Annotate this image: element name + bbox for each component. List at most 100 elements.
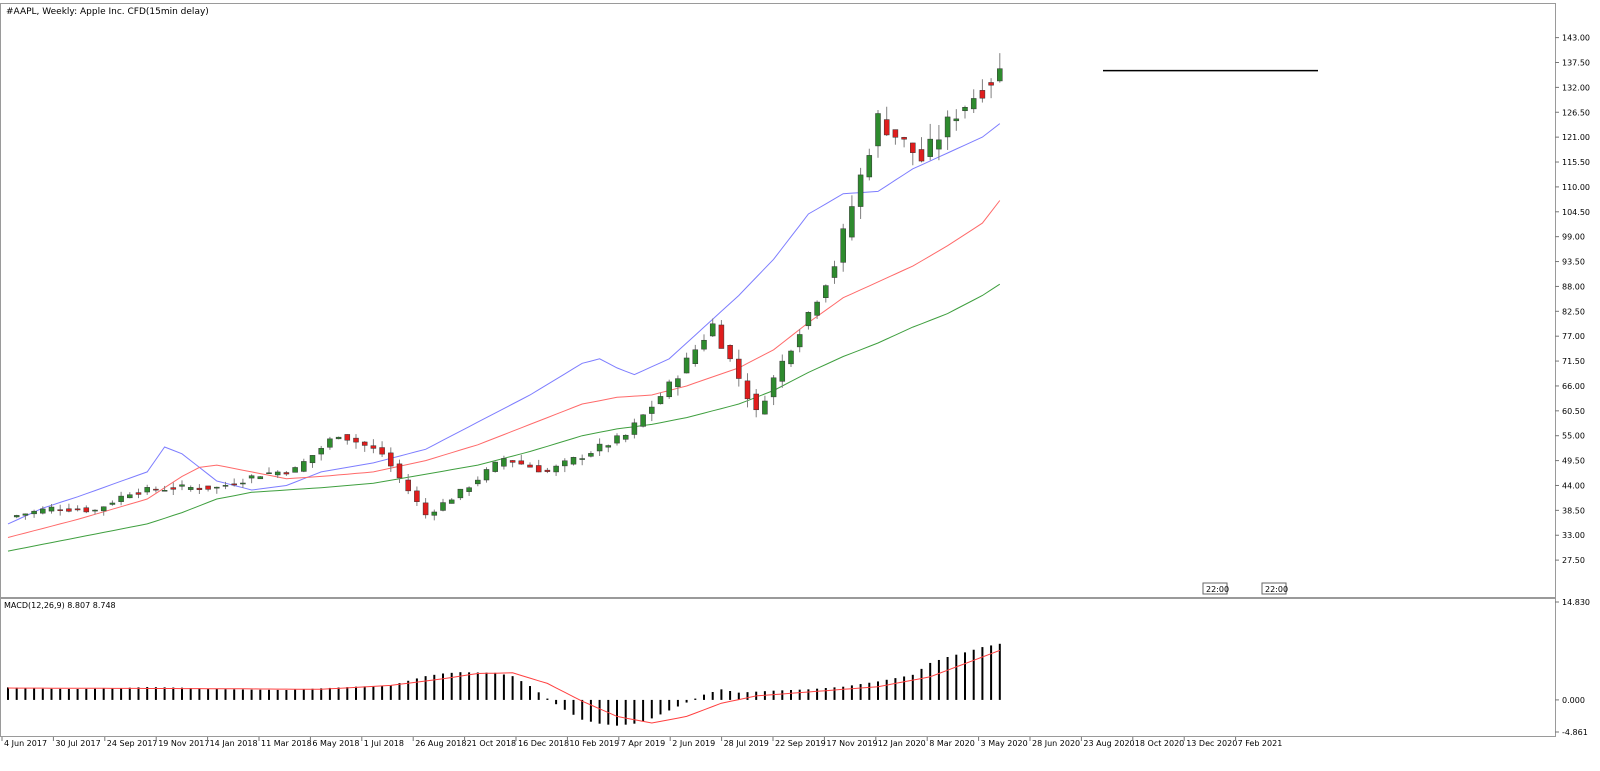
candle-body xyxy=(431,511,438,516)
candle-body xyxy=(74,508,81,511)
candle-body xyxy=(953,118,960,122)
candle-body xyxy=(762,400,768,415)
candle-body xyxy=(779,360,786,382)
candle-body xyxy=(527,464,533,468)
time-tick-label: 12 Jan 2020 xyxy=(878,739,926,748)
candle-body xyxy=(709,323,716,337)
time-tick-label: 4 Jun 2017 xyxy=(4,739,47,748)
candle-body xyxy=(535,465,542,473)
candle-body xyxy=(901,137,907,140)
candle-body xyxy=(649,406,655,414)
price-tick-label: 44.00 xyxy=(1562,481,1585,490)
price-tick-label: 66.00 xyxy=(1562,382,1585,391)
candle-body xyxy=(753,393,759,411)
candle-body xyxy=(857,174,864,207)
candle-body xyxy=(866,155,873,178)
candle-body xyxy=(518,460,525,465)
price-tick-label: 99.00 xyxy=(1562,233,1585,242)
candle-body xyxy=(83,507,90,513)
time-tick-label: 14 Jan 2018 xyxy=(210,739,258,748)
candle-body xyxy=(396,463,403,479)
candle-body xyxy=(127,494,133,499)
macd-signal xyxy=(7,649,1000,724)
candle-body xyxy=(379,447,385,455)
candle-body xyxy=(118,495,124,502)
candle-body xyxy=(831,266,838,278)
price-tick-label: 132.00 xyxy=(1562,83,1590,92)
candle-body xyxy=(414,490,420,502)
time-tick-label: 1 Jul 2018 xyxy=(364,739,404,748)
candle-body xyxy=(283,472,290,475)
price-axis: 143.00 137.50 132.00 126.50 121.00 115.50 110.… xyxy=(1555,34,1590,565)
candle-body xyxy=(962,107,968,112)
candle-body xyxy=(344,434,351,441)
candle-body xyxy=(927,138,933,157)
candle-body xyxy=(274,471,281,476)
candle-body xyxy=(727,345,733,360)
candle-body xyxy=(501,458,507,467)
time-tick-label: 6 May 2018 xyxy=(312,739,359,748)
candle-body xyxy=(196,487,203,490)
macd-axis: 14.830 0.000 -4.861 xyxy=(1555,598,1590,737)
candles xyxy=(13,53,1003,521)
moving-average-1 xyxy=(7,200,1001,538)
candle-body xyxy=(222,485,229,487)
candle-body xyxy=(266,472,272,475)
candle-body xyxy=(109,502,116,505)
time-tick-label: 7 Feb 2021 xyxy=(1238,739,1283,748)
candle-body xyxy=(883,119,890,136)
time-tag-right: 22:00 xyxy=(1261,582,1288,595)
candle-body xyxy=(936,139,942,150)
candle-body xyxy=(770,377,777,398)
price-tick-label: 143.00 xyxy=(1562,34,1590,43)
candle-body xyxy=(970,98,977,110)
candle-body xyxy=(292,467,298,473)
macd-histogram xyxy=(7,643,1001,726)
candle-body xyxy=(588,453,594,457)
price-tick-label: 55.00 xyxy=(1562,432,1585,441)
candle-body xyxy=(701,339,707,350)
candle-body xyxy=(48,506,55,512)
price-tick-label: 110.00 xyxy=(1562,183,1590,192)
time-tick-label: 19 Nov 2017 xyxy=(158,739,209,748)
candle-body xyxy=(13,515,20,518)
price-tick-label: 49.50 xyxy=(1562,457,1585,466)
candle-body xyxy=(736,358,742,379)
candle-body xyxy=(605,445,612,448)
candle-body xyxy=(40,508,46,514)
candle-body xyxy=(335,436,342,440)
candle-body xyxy=(327,438,333,448)
candle-body xyxy=(562,460,568,467)
price-tick-label: 126.50 xyxy=(1562,108,1590,117)
candle-body xyxy=(466,487,472,492)
candle-body xyxy=(805,312,812,327)
candle-body xyxy=(997,68,1003,82)
candle-body xyxy=(240,482,246,485)
symbol-title: #AAPL, Weekly: Apple Inc. CFD(15min dela… xyxy=(6,7,209,17)
candle-body xyxy=(205,485,211,490)
candle-body xyxy=(214,486,220,489)
candle-body xyxy=(544,469,551,472)
candle-body xyxy=(849,206,855,238)
candle-body xyxy=(448,499,455,504)
candle-body xyxy=(422,502,429,516)
candle-body xyxy=(875,113,881,147)
time-tick-label: 3 May 2020 xyxy=(981,739,1028,748)
time-tick-label: 23 Aug 2020 xyxy=(1083,739,1134,748)
candle-body xyxy=(440,502,446,511)
time-tick-label: 28 Jun 2020 xyxy=(1032,739,1080,748)
macd-tick-label: 14.830 xyxy=(1562,598,1590,607)
candle-body xyxy=(692,349,699,364)
candle-body xyxy=(788,350,794,365)
candle-body xyxy=(483,469,490,481)
price-panel-frame xyxy=(0,3,1556,598)
price-tick-label: 104.50 xyxy=(1562,208,1590,217)
price-tick-label: 121.00 xyxy=(1562,133,1590,142)
time-tick-label: 7 Apr 2019 xyxy=(621,739,665,748)
macd-panel-frame xyxy=(0,598,1556,737)
candle-body xyxy=(370,445,377,449)
candle-body xyxy=(153,488,159,491)
time-tick-label: 24 Sep 2017 xyxy=(107,739,158,748)
